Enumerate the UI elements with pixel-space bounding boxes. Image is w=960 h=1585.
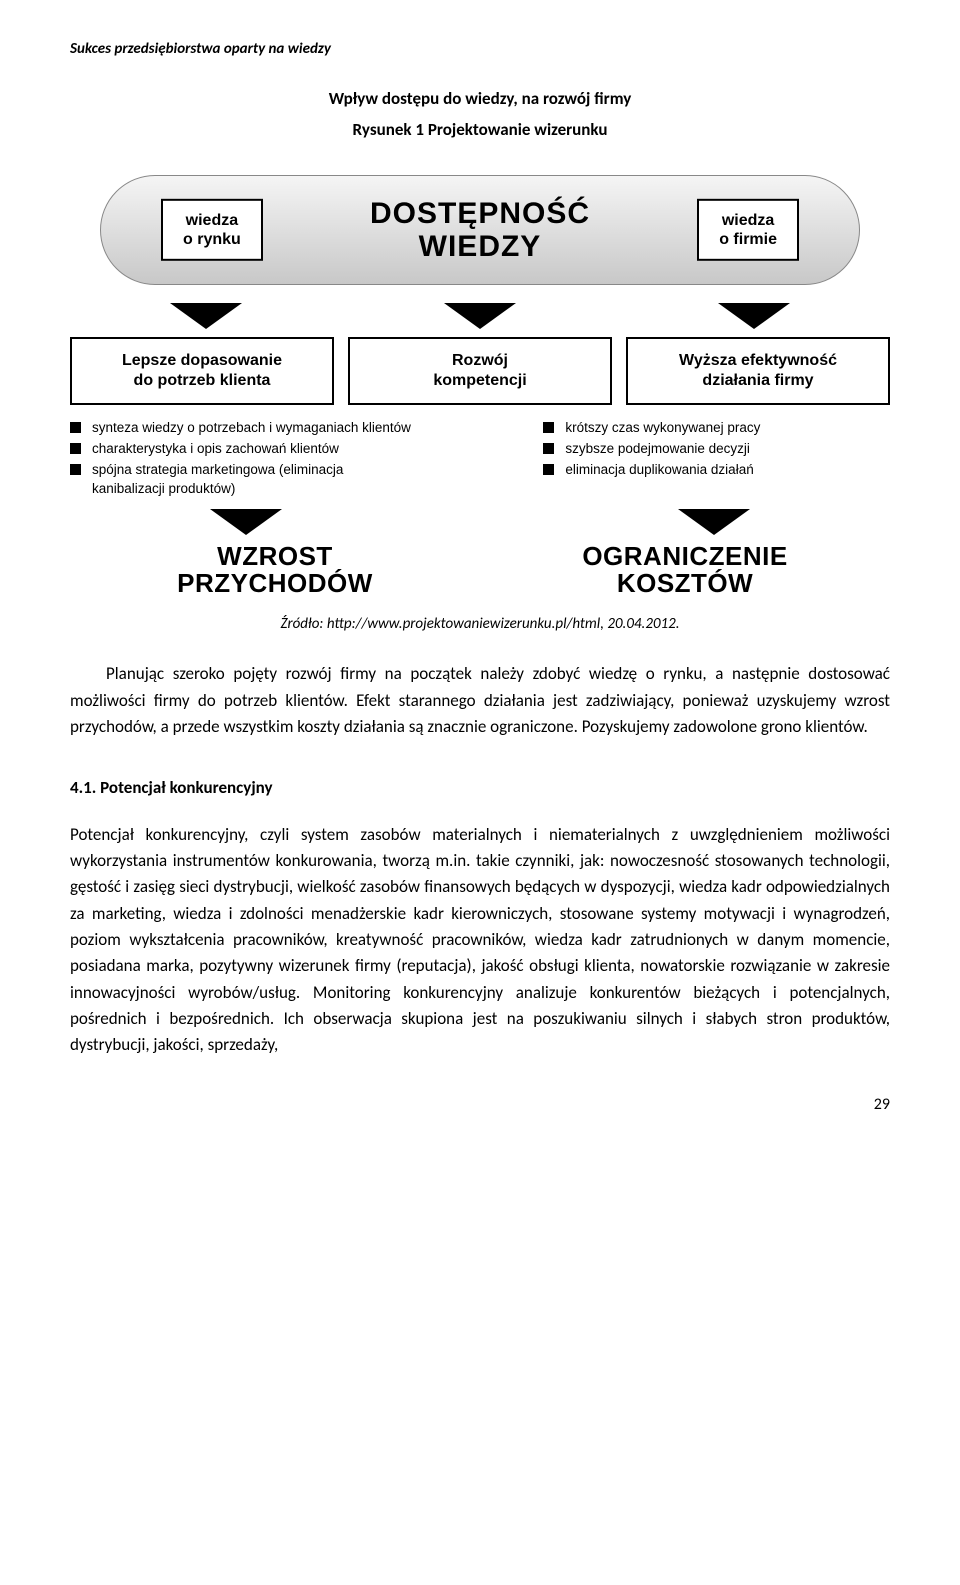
- diagram-bullets-row: synteza wiedzy o potrzebach i wymaganiac…: [70, 419, 890, 501]
- side-left-line1: wiedza: [186, 212, 238, 229]
- bottom-right-line1: OGRANICZENIE: [582, 541, 787, 571]
- arrow-down-icon: [718, 303, 790, 329]
- main-oval: DOSTĘPNOŚĆ WIEDZY wiedza o rynku wiedza …: [100, 175, 860, 285]
- arrow-down-icon: [444, 303, 516, 329]
- bottom-left-line1: WZROST: [217, 541, 333, 571]
- main-title-line1: DOSTĘPNOŚĆ: [370, 197, 590, 230]
- bullets-col-spacer: [437, 419, 524, 501]
- bottom-right-line2: KOSZTÓW: [617, 568, 753, 598]
- bullet-item: krótszy czas wykonywanej pracy: [543, 419, 890, 437]
- arrow-down-icon: [678, 509, 750, 535]
- paragraph-2: Potencjał konkurencyjny, czyli system za…: [70, 822, 890, 1059]
- page-number: 29: [70, 1095, 890, 1114]
- mid-center-line2: kompetencji: [433, 372, 526, 389]
- running-header: Sukces przedsiębiorstwa oparty na wiedzy: [70, 40, 890, 58]
- bottom-label-left: WZROST PRZYCHODÓW: [70, 543, 480, 598]
- subheading: 4.1. Potencjał konkurencyjny: [70, 777, 890, 798]
- mid-right-line2: działania firmy: [702, 372, 813, 389]
- mid-center-line1: Rozwój: [452, 352, 508, 369]
- main-oval-title: DOSTĘPNOŚĆ WIEDZY: [370, 197, 590, 263]
- mid-box-center: Rozwój kompetencji: [348, 337, 612, 405]
- bullet-item: charakterystyka i opis zachowań klientów: [70, 440, 417, 458]
- section-title: Wpływ dostępu do wiedzy, na rozwój firmy: [70, 88, 890, 109]
- side-box-left: wiedza o rynku: [161, 199, 263, 261]
- mid-left-line1: Lepsze dopasowanie: [122, 352, 282, 369]
- side-left-line2: o rynku: [183, 231, 241, 248]
- figure-source: Źródło: http://www.projektowaniewizerunk…: [70, 615, 890, 633]
- arrow-row-2: [70, 509, 890, 535]
- mid-box-right: Wyższa efektywność działania firmy: [626, 337, 890, 405]
- bullet-item: synteza wiedzy o potrzebach i wymaganiac…: [70, 419, 417, 437]
- arrow-down-icon: [210, 509, 282, 535]
- side-right-line1: wiedza: [722, 212, 774, 229]
- mid-right-line1: Wyższa efektywność: [679, 352, 837, 369]
- bullets-col-right: krótszy czas wykonywanej pracy szybsze p…: [543, 419, 890, 501]
- bottom-label-right: OGRANICZENIE KOSZTÓW: [480, 543, 890, 598]
- diagram-bottom-row: WZROST PRZYCHODÓW OGRANICZENIE KOSZTÓW: [70, 543, 890, 598]
- diagram: DOSTĘPNOŚĆ WIEDZY wiedza o rynku wiedza …: [70, 165, 890, 597]
- figure-caption: Rysunek 1 Projektowanie wizerunku: [70, 119, 890, 140]
- bottom-left-line2: PRZYCHODÓW: [177, 568, 373, 598]
- bullet-item: spójna strategia marketingowa (eliminacj…: [70, 461, 417, 497]
- side-right-line2: o firmie: [719, 231, 777, 248]
- paragraph-1: Planując szeroko pojęty rozwój firmy na …: [70, 661, 890, 740]
- arrow-row-1: [70, 303, 890, 329]
- bullet-item: szybsze podejmowanie decyzji: [543, 440, 890, 458]
- side-box-right: wiedza o firmie: [697, 199, 799, 261]
- diagram-top-row: DOSTĘPNOŚĆ WIEDZY wiedza o rynku wiedza …: [70, 165, 890, 295]
- main-title-line2: WIEDZY: [419, 230, 542, 263]
- arrow-down-icon: [170, 303, 242, 329]
- diagram-mid-row: Lepsze dopasowanie do potrzeb klienta Ro…: [70, 337, 890, 405]
- mid-left-line2: do potrzeb klienta: [134, 372, 271, 389]
- mid-box-left: Lepsze dopasowanie do potrzeb klienta: [70, 337, 334, 405]
- bullet-item: eliminacja duplikowania działań: [543, 461, 890, 479]
- bullets-col-left: synteza wiedzy o potrzebach i wymaganiac…: [70, 419, 417, 501]
